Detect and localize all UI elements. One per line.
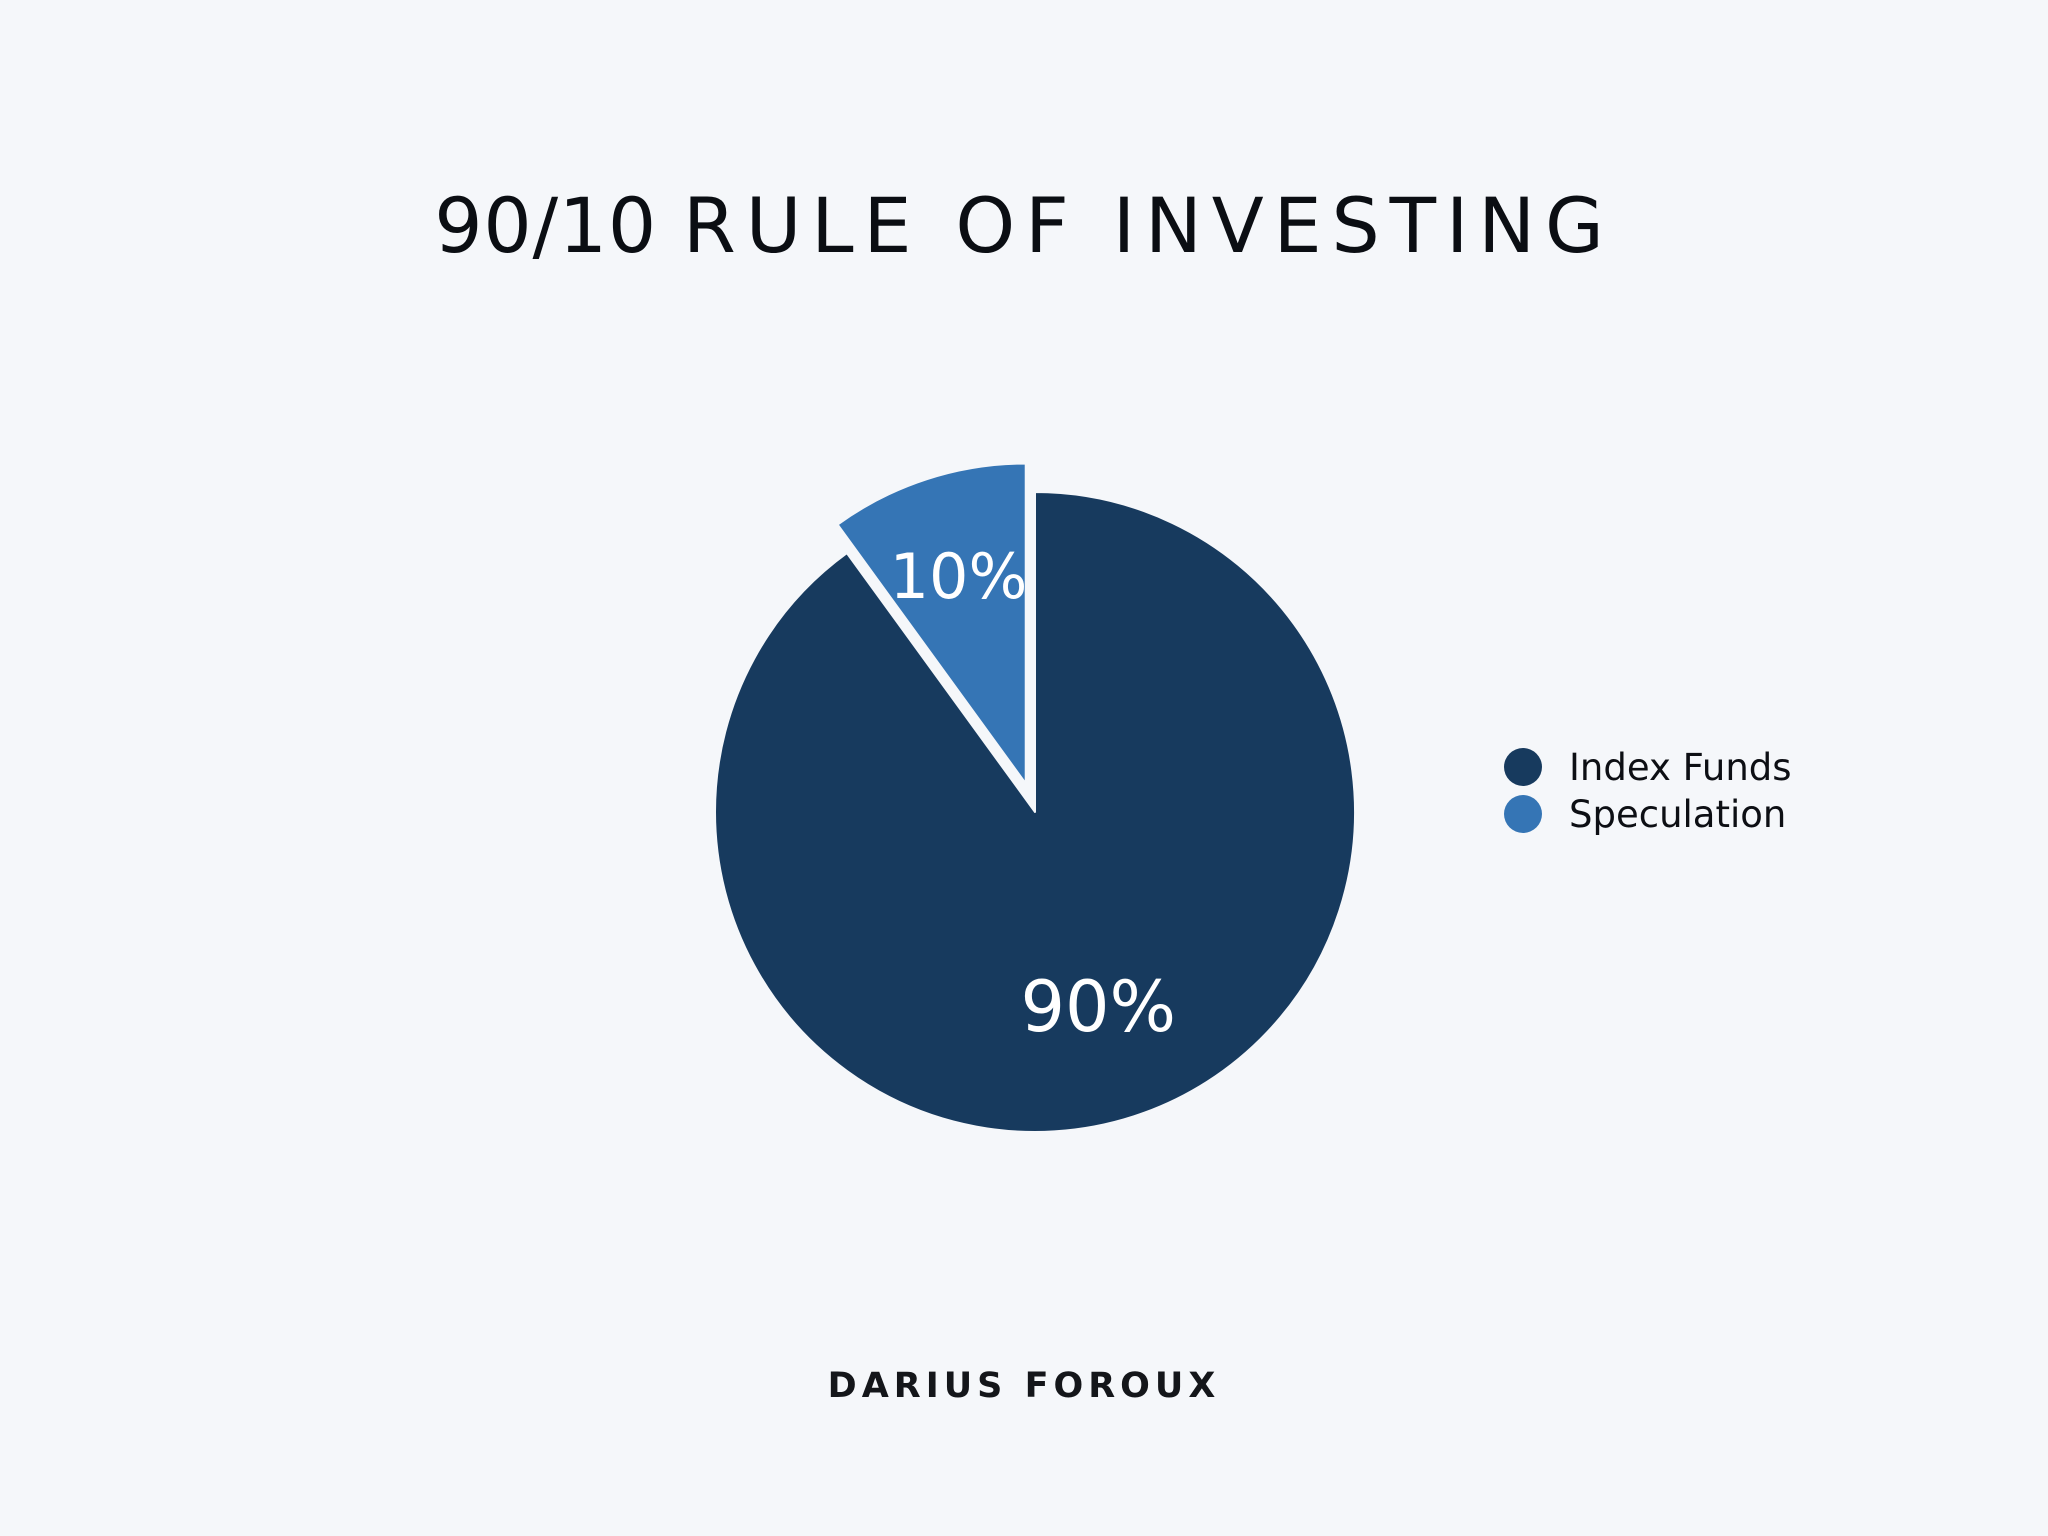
pie-slice-speculation	[836, 462, 1027, 785]
pie-label-90-percent: 90%	[1020, 966, 1176, 1048]
legend-label-index-funds: Index Funds	[1569, 745, 1792, 789]
pie-slice-index-funds	[714, 491, 1356, 1133]
chart-title-text: RULE OF INVESTING	[683, 181, 1614, 270]
chart-title: 90/10 RULE OF INVESTING	[0, 188, 2048, 264]
legend-label-speculation: Speculation	[1569, 792, 1787, 836]
legend-item-index-funds: Index Funds	[1504, 748, 1792, 786]
chart-title-ratio: 90/10	[434, 181, 658, 270]
author-signature: DARIUS FOROUX	[827, 1366, 1221, 1406]
legend: Index Funds Speculation	[1504, 748, 1792, 842]
legend-dot-speculation	[1504, 795, 1542, 833]
legend-item-speculation: Speculation	[1504, 795, 1792, 833]
legend-dot-index-funds	[1504, 748, 1542, 786]
pie-label-10-percent: 10%	[890, 540, 1028, 613]
